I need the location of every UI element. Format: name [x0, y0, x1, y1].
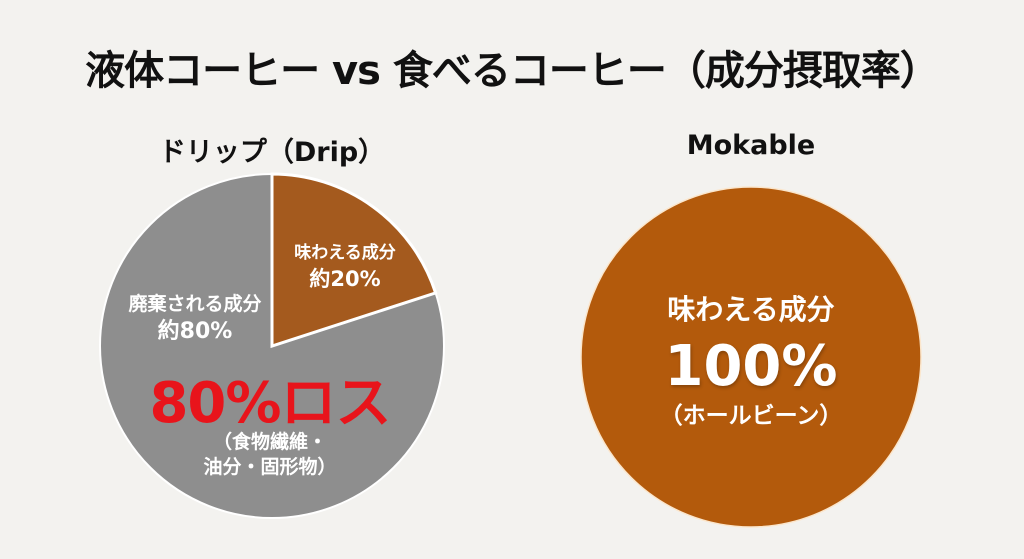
- slice-large-value: 約80%: [157, 319, 233, 344]
- loss-note-line1: （食物繊維・: [212, 431, 327, 453]
- pie-slice-tasted: [270, 172, 438, 349]
- mokable-pie-full: [580, 186, 922, 528]
- page-title: 液体コーヒー vs 食べるコーヒー（成分摂取率）: [85, 48, 940, 94]
- loss-annotation: 80%ロス: [149, 371, 391, 436]
- slice-large-label: 廃棄される成分: [128, 293, 262, 315]
- mokable-subtitle: Mokable: [686, 130, 816, 161]
- slice-small-label: 味わえる成分: [294, 243, 396, 263]
- mokable-note: （ホールビーン）: [659, 403, 843, 429]
- loss-note-line2: 油分・固形物）: [203, 456, 337, 478]
- drip-subtitle: ドリップ（Drip）: [158, 137, 386, 168]
- mokable-label: 味わえる成分: [667, 293, 835, 326]
- drip-pie: [99, 172, 445, 519]
- mokable-value: 100%: [664, 334, 838, 399]
- slice-small-value: 約20%: [309, 267, 381, 291]
